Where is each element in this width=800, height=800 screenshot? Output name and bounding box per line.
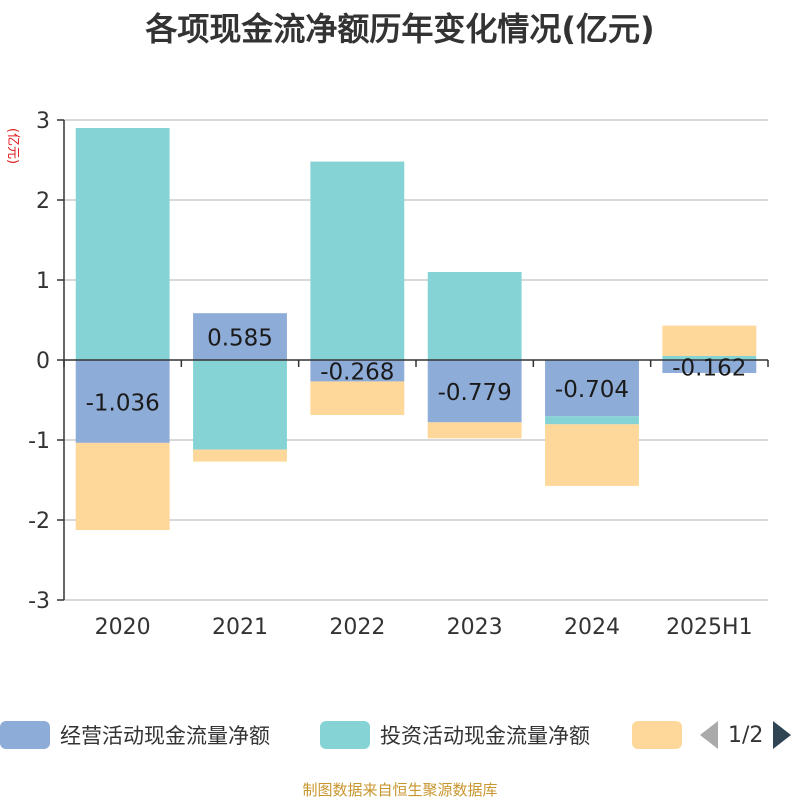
x-tick-label: 2021	[212, 615, 268, 640]
x-tick-label: 2023	[447, 615, 503, 640]
legend-item-investing[interactable]: 投资活动现金流量净额	[320, 720, 590, 750]
bar-operating-2022	[310, 360, 405, 382]
legend-label-operating: 经营活动现金流量净额	[60, 724, 270, 748]
bar-financing-2022	[310, 381, 405, 416]
bar-operating-2021	[193, 313, 287, 360]
x-tick-label: 2020	[95, 615, 151, 640]
x-tick-label: 2022	[329, 615, 385, 640]
legend-item-financing[interactable]	[632, 720, 692, 750]
legend: 经营活动现金流量净额 投资活动现金流量净额 1/2	[0, 716, 800, 752]
bar-investing-2023	[427, 272, 522, 360]
bar-financing-2023	[427, 422, 522, 439]
source-note: 制图数据来自恒生聚源数据库	[302, 781, 498, 799]
y-tick-label: 0	[36, 349, 50, 374]
legend-next-page-icon[interactable]	[773, 721, 792, 749]
chart-plot: 3 2 1 0 -1 -2 -3 2020 2021 2022 2023 2024 2025H1 -1.…	[5, 109, 769, 640]
data-label: -0.162	[672, 355, 746, 381]
bar-operating-2024	[545, 360, 639, 417]
y-tick-label: -3	[28, 589, 50, 614]
data-label: -0.268	[320, 360, 394, 386]
legend-swatch-operating	[0, 721, 50, 749]
data-label: -0.779	[438, 380, 512, 406]
y-tick-label: -2	[28, 509, 50, 534]
chart-title: 各项现金流净额历年变化情况(亿元)	[145, 10, 655, 48]
x-tick-label: 2024	[564, 615, 620, 640]
bars	[75, 128, 757, 531]
x-tick-label: 2025H1	[666, 615, 753, 640]
legend-page-indicator: 1/2	[728, 722, 764, 748]
axes: 3 2 1 0 -1 -2 -3 2020 2021 2022 2023 2024 2025H1	[28, 109, 769, 640]
grid-lines	[64, 119, 768, 601]
bar-financing-2020	[75, 442, 170, 531]
bar-investing-2025H1	[662, 356, 757, 360]
bar-financing-2021	[193, 449, 287, 462]
data-label: -1.036	[86, 390, 160, 416]
bar-operating-2023	[427, 360, 522, 423]
legend-prev-page-icon[interactable]	[700, 721, 718, 749]
data-label: -0.704	[555, 377, 629, 403]
bar-financing-2024	[545, 424, 639, 486]
legend-swatch-financing	[632, 721, 682, 749]
data-label: 0.585	[207, 326, 273, 352]
bar-financing-2025H1	[662, 325, 757, 356]
bar-operating-2025H1	[662, 360, 757, 373]
bar-investing-2020	[75, 128, 170, 360]
bar-investing-2024	[545, 416, 639, 425]
y-tick-label: 2	[36, 189, 50, 214]
y-axis-label: (亿元)	[5, 128, 20, 164]
y-tick-label: 1	[36, 269, 50, 294]
bar-investing-2022	[310, 161, 405, 360]
y-tick-label: -1	[28, 429, 50, 454]
legend-label-investing: 投资活动现金流量净额	[380, 724, 590, 748]
y-tick-label: 3	[36, 109, 50, 134]
legend-pager: 1/2	[700, 720, 792, 750]
bar-operating-2020	[75, 360, 170, 443]
bar-investing-2021	[193, 360, 287, 450]
legend-item-operating[interactable]: 经营活动现金流量净额	[0, 720, 270, 750]
data-labels: -1.036 0.585 -0.268 -0.779 -0.704 -0.162	[86, 326, 747, 417]
legend-swatch-investing	[320, 721, 370, 749]
